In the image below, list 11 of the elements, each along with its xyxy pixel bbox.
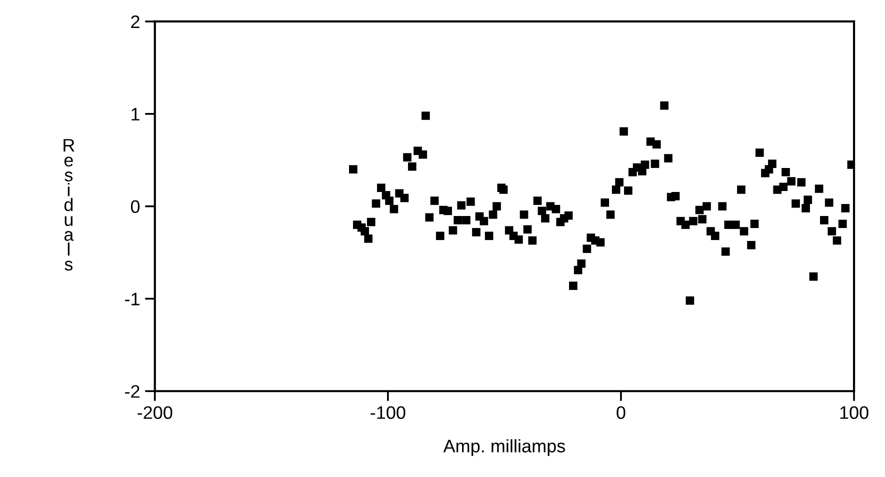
- x-tick-label: 0: [616, 406, 626, 419]
- text: Residuals: [64, 139, 74, 271]
- x-tick-label: -100: [370, 406, 406, 419]
- x-tick-label: 100: [840, 406, 868, 419]
- y-tick-label: -2: [125, 385, 140, 398]
- y-tick-label: -1: [125, 292, 140, 306]
- y-tick-label: 1: [132, 108, 140, 120]
- x-axis-title: Amp. milliamps: [443, 439, 565, 456]
- x-tick-label: -200: [138, 406, 172, 419]
- y-tick-label: 0: [130, 200, 140, 214]
- y-tick-label: 2: [131, 15, 140, 28]
